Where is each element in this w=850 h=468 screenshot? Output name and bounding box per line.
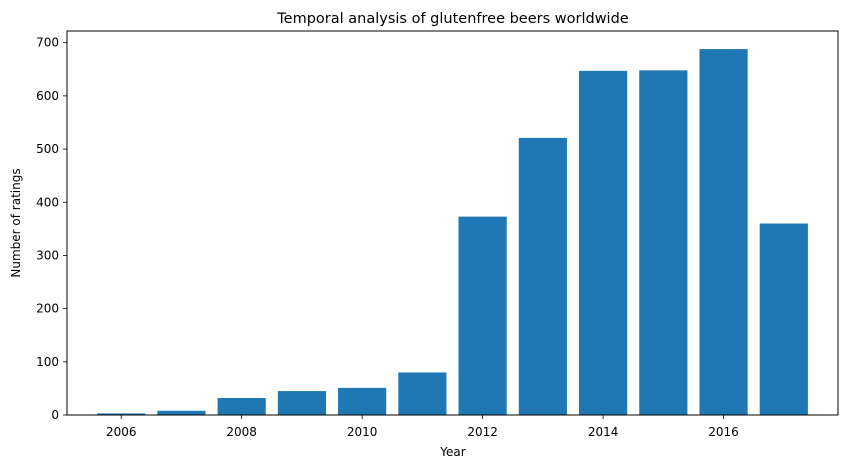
bar-2006: [97, 413, 146, 415]
plot-frame: [66, 30, 839, 416]
bar-2009: [277, 391, 327, 415]
y-tick-label: 200: [36, 302, 59, 316]
x-axis-label: Year: [439, 445, 465, 459]
x-tick-label: 2010: [347, 425, 378, 439]
bar-2011: [398, 372, 447, 415]
y-tick-label: 600: [36, 89, 59, 103]
x-tick-label: 2016: [708, 425, 739, 439]
bar-2012: [458, 216, 507, 415]
y-axis-ticks: 0 100 200 300 400 500 600 700: [36, 36, 67, 422]
bar-2013: [518, 137, 567, 415]
y-tick-label: 400: [36, 195, 59, 209]
bar-2016: [699, 49, 748, 416]
bars-group: [97, 49, 808, 416]
bar-2008: [217, 397, 266, 415]
x-tick-label: 2006: [106, 425, 137, 439]
y-tick-label: 700: [36, 36, 59, 50]
y-tick-label: 300: [36, 248, 59, 262]
y-tick-label: 100: [36, 355, 59, 369]
x-tick-label: 2012: [467, 425, 498, 439]
y-tick-label: 0: [51, 408, 59, 422]
bar-2014: [578, 70, 628, 416]
x-tick-label: 2014: [588, 425, 619, 439]
y-axis-label: Number of ratings: [9, 168, 23, 277]
bar-2007: [157, 410, 206, 415]
bar-2015: [639, 70, 688, 416]
bar-2017: [759, 223, 808, 415]
bar-2010: [338, 387, 387, 415]
chart-title: Temporal analysis of glutenfree beers wo…: [276, 11, 629, 27]
x-tick-label: 2008: [226, 425, 257, 439]
y-tick-label: 500: [36, 142, 59, 156]
x-axis-ticks: 2006 2008 2010 2012 2014 2016: [106, 415, 739, 439]
